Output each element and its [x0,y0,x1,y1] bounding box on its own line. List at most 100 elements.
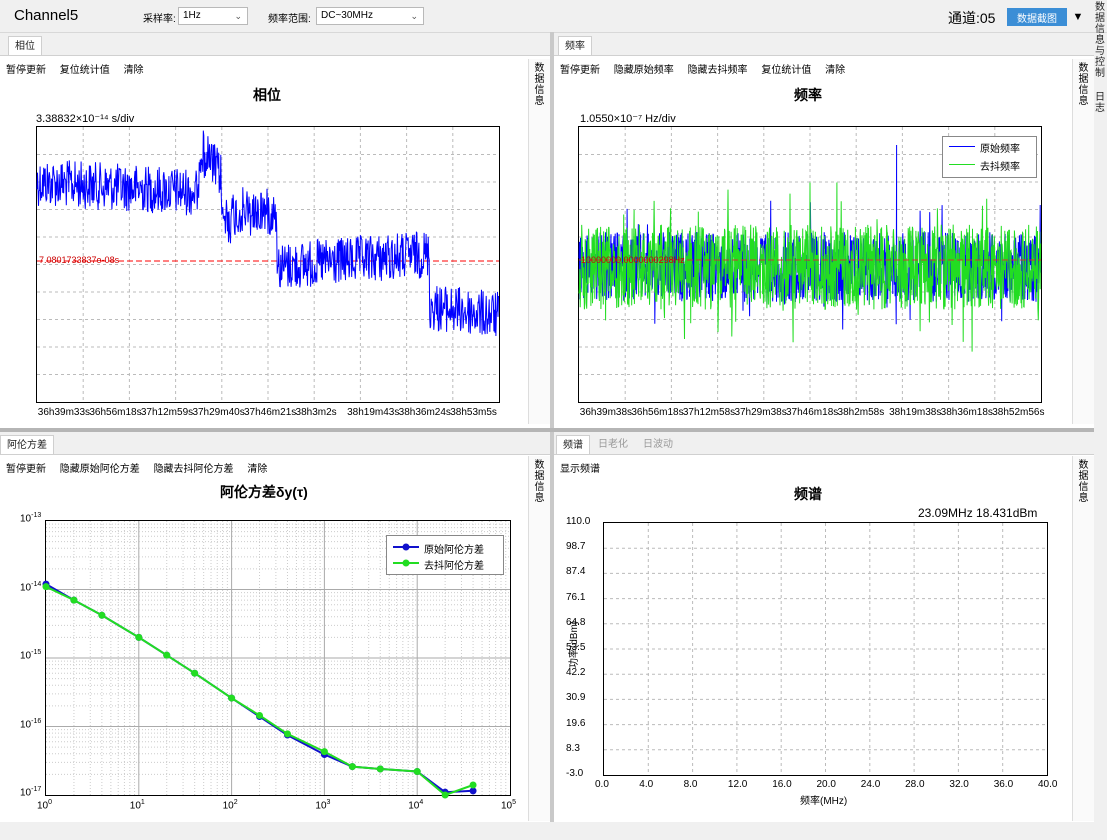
phase-scale: 3.38832×10⁻¹⁴ s/div [36,113,135,125]
freq-title: 频率 [794,87,822,103]
y-tick-label: 10-16 [20,717,42,730]
x-tick-label: 4.0 [639,779,654,790]
hide-raw-allan-button[interactable]: 隐藏原始阿伦方差 [59,464,140,475]
phase-series-line [36,130,499,337]
reset-stats-button[interactable]: 复位统计值 [761,65,812,76]
y-tick-label: 10-13 [20,512,42,525]
show-spectrum-button[interactable]: 显示频谱 [560,464,600,475]
allan-point [70,596,78,604]
freq-data-info-tab[interactable]: 数据信息 [1072,59,1094,424]
data-info-label: 数据信息 [534,460,545,504]
allan-point [256,711,264,719]
x-tick-label: 37h29m40s [192,407,245,418]
spectrum-x-label: 频率(MHz) [800,796,848,807]
sample-rate-value: 1Hz [183,10,201,21]
spectrum-plot[interactable] [603,522,1048,776]
allan-data-info-tab[interactable]: 数据信息 [528,456,550,821]
allan-point [469,787,477,795]
tab-frequency[interactable]: 频率 [558,36,592,55]
allan-point [320,748,328,756]
legend-marker-raw [402,543,410,551]
x-tick-label: 36h39m33s [37,407,91,418]
x-tick-label: 38h19m38s [889,407,942,418]
y-tick-label: 8.3 [566,742,580,754]
sample-rate-label: 采样率: [143,14,176,25]
pause-update-button[interactable]: 暂停更新 [6,65,46,76]
legend-dejitter-label: 去抖阿伦方差 [424,561,484,572]
x-tick-label: 36h56m18s [631,407,684,418]
data-info-label: 数据信息 [534,63,545,107]
x-tick-label: 37h46m21s [244,407,297,418]
allan-point [228,694,236,702]
x-tick-label: 40.0 [1038,779,1058,790]
freq-toolbar: 暂停更新 隐藏原始频率 隐藏去抖频率 复位统计值 清除 [560,61,856,76]
phase-toolbar: 暂停更新 复位统计值 清除 [6,61,155,76]
y-tick-label: 10-15 [20,649,42,662]
allan-point [191,669,199,677]
hide-raw-freq-button[interactable]: 隐藏原始频率 [613,65,674,76]
clear-button[interactable]: 清除 [247,464,268,475]
allan-point [135,633,143,641]
freq-range-select[interactable]: DC~30MHz ⌄ [316,7,424,25]
triangle-down-icon[interactable]: ▼ [1072,11,1084,23]
tab-daily-fluctuation[interactable]: 日波动 [643,439,673,450]
pause-update-button[interactable]: 暂停更新 [560,65,600,76]
freq-plot[interactable]: 10000000.0000000298Hz 原始频率 去抖频率 [578,126,1042,403]
x-tick-label: 0.0 [595,779,609,790]
pause-update-button[interactable]: 暂停更新 [6,464,46,475]
allan-panel: 阿伦方差 暂停更新 隐藏原始阿伦方差 隐藏去抖阿伦方差 清除 数据信息 阿伦方差… [0,432,550,822]
tab-allan[interactable]: 阿伦方差 [0,435,54,454]
data-info-label: 数据信息 [1078,460,1089,504]
allan-legend-swatches [393,543,419,567]
allan-toolbar: 暂停更新 隐藏原始阿伦方差 隐藏去抖阿伦方差 清除 [6,460,278,475]
allan-plot[interactable]: 原始阿伦方差 去抖阿伦方差 [42,520,511,799]
sample-rate-select[interactable]: 1Hz ⌄ [178,7,248,25]
tab-daily-aging[interactable]: 日老化 [598,439,628,450]
screenshot-button[interactable]: 数据截图 [1007,8,1067,26]
x-tick-label: 36h39m38s [579,407,633,418]
x-tick-label: 37h46m18s [786,407,839,418]
tab-phase[interactable]: 相位 [8,36,42,55]
side-tab-data-control[interactable]: 数据信息与控制 [1095,2,1105,79]
x-tick-label: 38h36m24s [398,407,451,418]
y-tick-label: 10-17 [20,786,42,799]
phase-mean-label: 7.0801733837e-08s [39,255,120,265]
vertical-splitter[interactable] [550,32,554,822]
side-tab-log[interactable]: 日志 [1095,92,1105,114]
phase-data-info-tab[interactable]: 数据信息 [528,59,550,424]
x-tick-label: 12.0 [727,779,748,790]
spectrum-data-info-tab[interactable]: 数据信息 [1072,456,1094,821]
y-tick-label: 53.5 [566,642,586,653]
x-tick-label: 37h12m58s [682,407,736,418]
clear-button[interactable]: 清除 [825,65,846,76]
allan-point [441,791,449,799]
allan-point [98,611,106,619]
freq-legend: 原始频率 去抖频率 [942,136,1037,178]
phase-plot[interactable]: 7.0801733837e-08s [36,126,500,403]
chevron-down-icon: ⌄ [410,11,418,21]
x-tick-label: 8.0 [683,779,698,790]
hide-dejitter-allan-button[interactable]: 隐藏去抖阿伦方差 [153,464,234,475]
x-tick-label: 28.0 [905,779,925,790]
reset-stats-button[interactable]: 复位统计值 [59,65,110,76]
top-bar: Channel5 采样率: 1Hz ⌄ 频率范围: DC~30MHz ⌄ 通道:05… [0,0,1107,33]
freq-tabstrip: 频率 [554,33,1094,56]
legend-raw-label: 原始阿伦方差 [424,545,484,556]
legend-swatch-raw [949,146,975,147]
hide-dejitter-freq-button[interactable]: 隐藏去抖频率 [687,65,748,76]
allan-point [163,651,171,659]
spectrum-panel: 频谱 日老化 日波动 显示频谱 数据信息 频谱 23.09MHz 18.431d… [554,432,1094,822]
x-tick-label: 38h52m56s [992,407,1045,418]
legend-marker-dejitter [402,559,410,567]
legend-swatch-dejitter [949,164,975,165]
allan-tabstrip: 阿伦方差 [0,432,550,455]
x-tick-label: 38h19m43s [347,407,400,418]
clear-button[interactable]: 清除 [123,65,144,76]
spectrum-y-label: 功率(dBm) [569,620,581,669]
horizontal-splitter[interactable] [0,428,1094,432]
x-tick-label: 32.0 [949,779,969,790]
spectrum-marker-readout: 23.09MHz 18.431dBm [918,506,1038,520]
x-tick-label: 101 [129,799,145,812]
freq-range-value: DC~30MHz [321,10,373,21]
tab-spectrum[interactable]: 频谱 [556,435,590,454]
